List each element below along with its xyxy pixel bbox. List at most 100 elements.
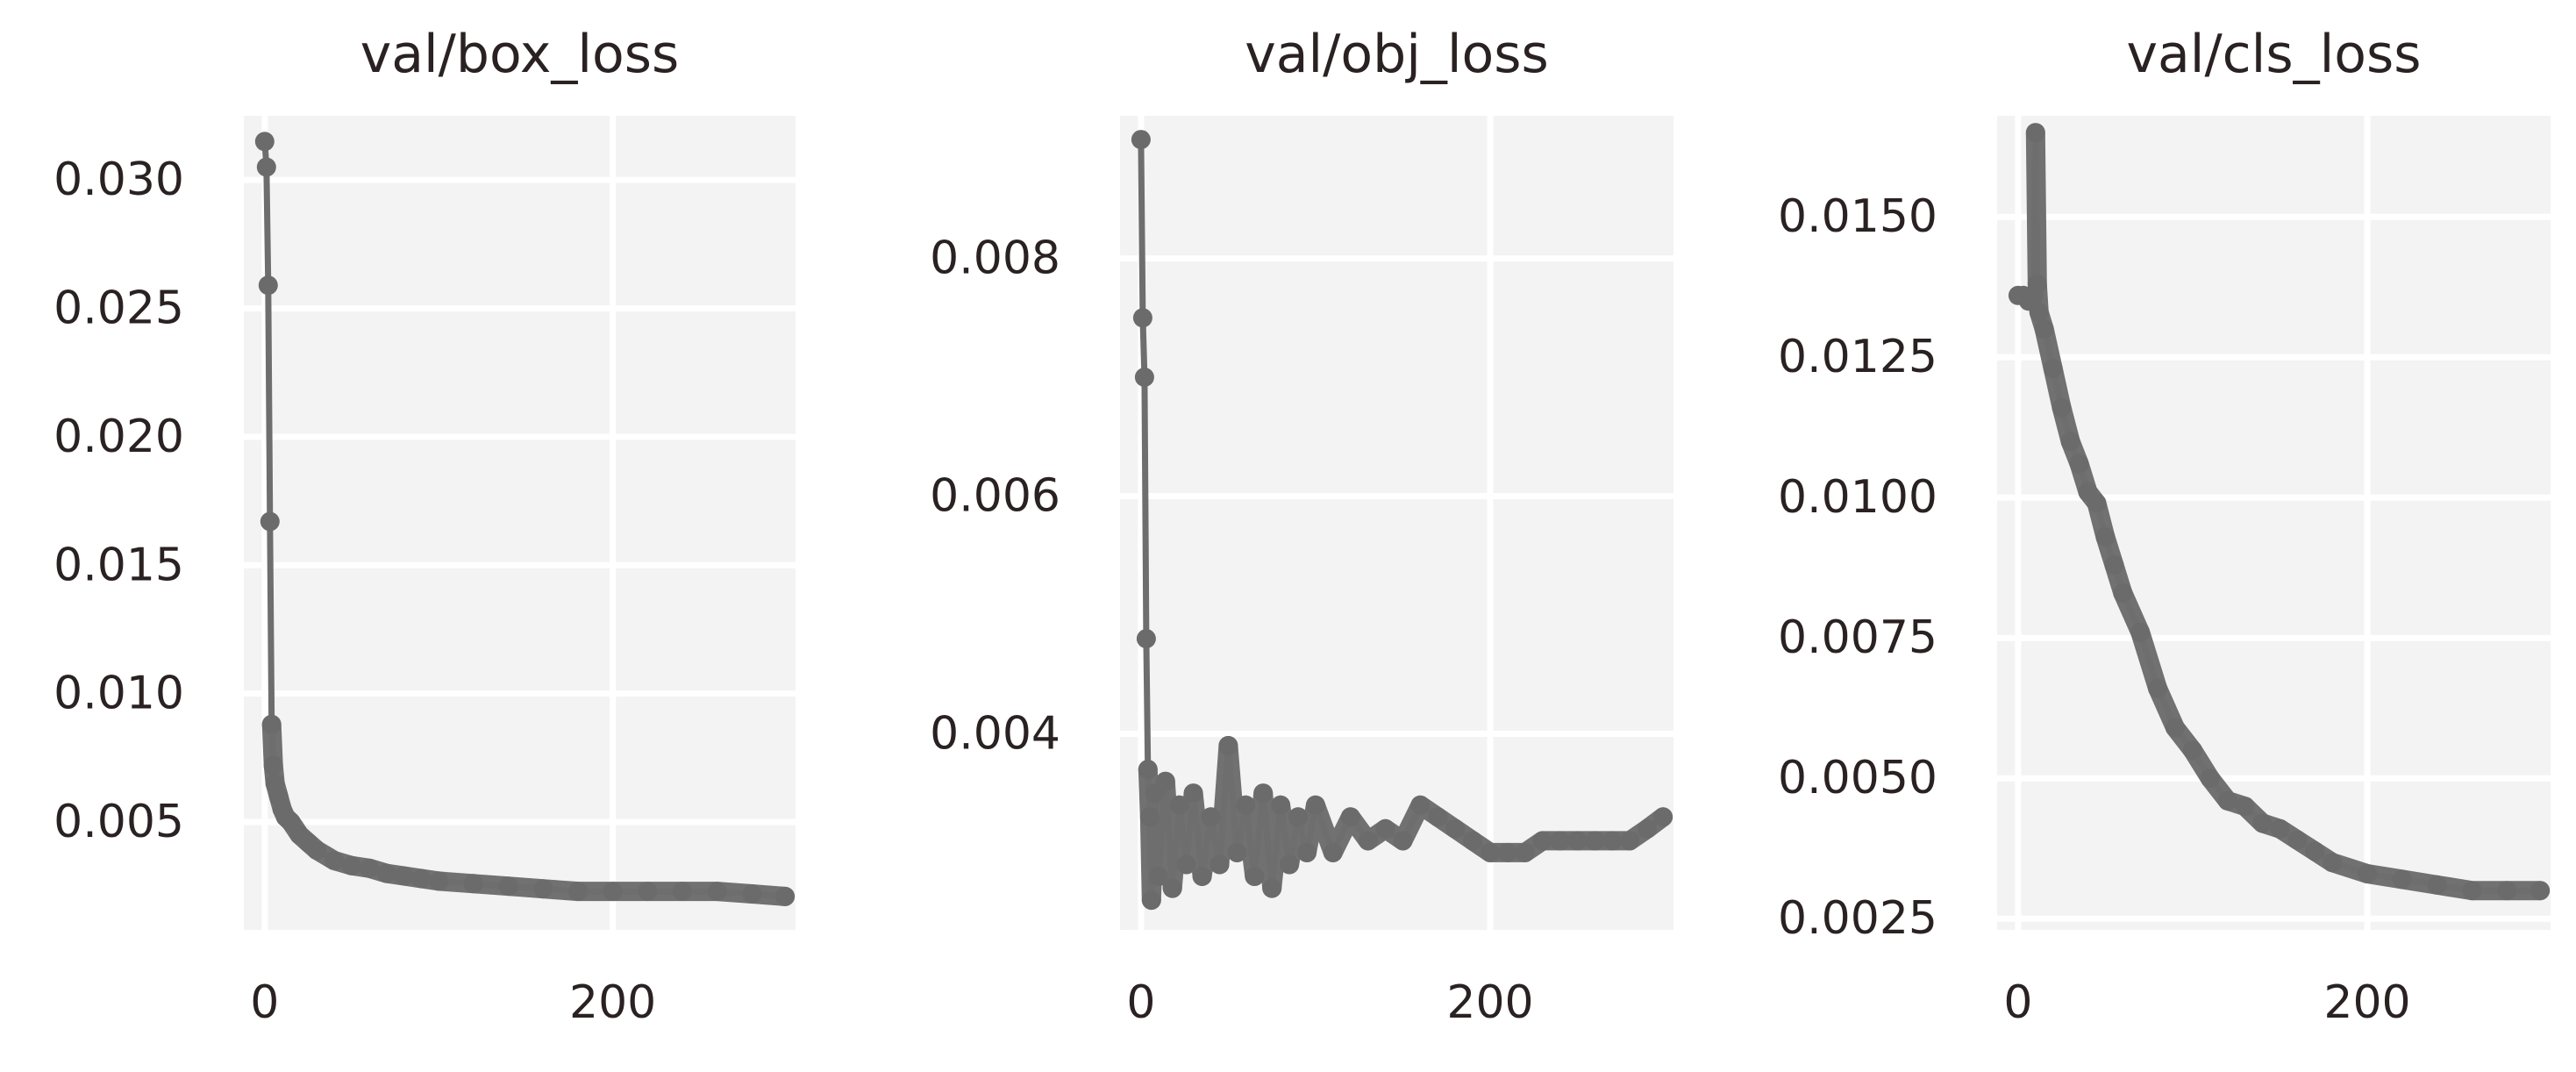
y-tick-label: 0.006 [930, 470, 1060, 523]
data-point [2252, 813, 2273, 833]
data-point [2029, 303, 2049, 322]
data-point [1515, 842, 1535, 862]
data-point [2095, 527, 2116, 547]
data-point [1375, 818, 1395, 839]
data-point [1162, 878, 1182, 898]
data-point [1245, 867, 1265, 886]
data-point [1445, 818, 1466, 839]
y-tick-label: 0.030 [54, 154, 184, 206]
data-point [2148, 678, 2168, 698]
data-point [1132, 308, 1152, 328]
data-point [1236, 795, 1256, 815]
data-point [1358, 831, 1378, 851]
data-point [376, 863, 396, 883]
data-point [2087, 493, 2107, 513]
data-point [1393, 831, 1413, 851]
y-tick-label: 0.008 [930, 232, 1060, 285]
plot-area [1120, 116, 1673, 930]
data-point [1253, 783, 1274, 804]
data-point [1210, 854, 1230, 875]
data-point [2462, 881, 2482, 901]
data-point [2052, 397, 2072, 418]
data-point [1155, 771, 1175, 791]
data-point [1323, 842, 1343, 862]
data-point [261, 714, 282, 734]
data-point [1192, 867, 1212, 886]
x-tick-label: 0 [250, 976, 279, 1029]
data-point [2323, 853, 2343, 873]
data-point [1653, 807, 1673, 827]
data-point [1136, 629, 1156, 649]
data-point [2217, 790, 2237, 811]
x-tick-label: 200 [1446, 976, 1533, 1029]
data-point [263, 755, 283, 775]
data-point [1638, 818, 1658, 839]
data-point [2130, 622, 2151, 642]
data-point [1139, 807, 1160, 827]
data-point [2235, 797, 2255, 817]
data-point [1585, 831, 1605, 851]
data-point [2497, 881, 2517, 901]
x-tick-label: 200 [569, 976, 656, 1029]
y-tick-label: 0.004 [930, 707, 1060, 760]
data-point [1481, 842, 1500, 862]
data-point [498, 876, 518, 897]
data-point [603, 882, 623, 902]
data-point [2530, 881, 2551, 901]
data-point [1169, 795, 1189, 815]
data-point [1305, 795, 1325, 815]
data-point [2027, 275, 2047, 294]
data-point [568, 882, 588, 902]
data-point [342, 855, 361, 875]
data-point [1148, 867, 1168, 886]
data-point [1602, 831, 1623, 851]
data-point [1227, 842, 1247, 862]
data-point [742, 884, 762, 904]
data-point [1497, 842, 1517, 862]
data-point [429, 871, 449, 891]
data-point [1340, 807, 1360, 827]
data-point [2287, 830, 2308, 850]
data-point [2200, 768, 2220, 789]
chart-title: val/box_loss [360, 24, 680, 85]
y-tick-label: 0.020 [54, 411, 184, 463]
data-point [325, 851, 345, 870]
data-point [260, 511, 280, 532]
data-point [463, 874, 483, 894]
data-point [1280, 854, 1300, 875]
data-point [1141, 890, 1161, 911]
x-tick-label: 200 [2323, 976, 2410, 1029]
data-point [2166, 718, 2185, 738]
data-point [1218, 736, 1238, 755]
data-point [775, 886, 796, 906]
data-point [1463, 831, 1483, 851]
data-point [254, 132, 275, 152]
chart-panel-box-loss: val/box_loss 0.005 0.010 0.015 0.020 0.025 0.0… [54, 24, 796, 1029]
chart-title: val/obj_loss [1245, 24, 1549, 85]
y-tick-label: 0.015 [54, 539, 184, 591]
y-tick-label: 0.0100 [1778, 471, 1937, 524]
data-point [1550, 831, 1570, 851]
data-point [1262, 878, 1282, 898]
data-point [1131, 130, 1151, 150]
data-point [411, 868, 432, 889]
data-point [1183, 783, 1203, 804]
plot-area [244, 116, 796, 930]
data-point [638, 882, 658, 902]
data-point [1297, 842, 1317, 862]
data-point [1532, 831, 1552, 851]
data-point [1138, 760, 1158, 780]
chart-panel-obj-loss: val/obj_loss 0.004 0.006 0.008 0 200 [930, 24, 1673, 1029]
data-point [1271, 795, 1291, 815]
data-point [1410, 795, 1431, 815]
y-tick-label: 0.0075 [1778, 611, 1937, 664]
data-point [1134, 368, 1154, 387]
y-tick-label: 0.0050 [1778, 752, 1937, 804]
data-point [2043, 359, 2063, 378]
plot-area [1997, 116, 2551, 930]
y-tick-label: 0.025 [54, 282, 184, 335]
data-point [1176, 854, 1196, 875]
y-tick-label: 0.0125 [1778, 331, 1937, 383]
data-point [1201, 807, 1221, 827]
